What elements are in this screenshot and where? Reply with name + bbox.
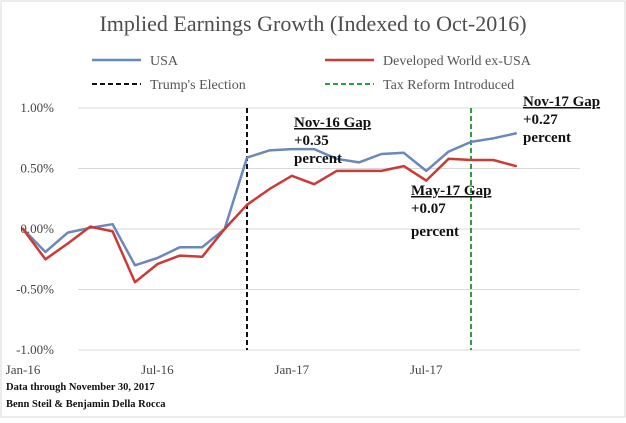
annotation-may-17-heading: May-17 Gap [411, 183, 491, 199]
gridlines [78, 107, 580, 351]
series-line-developed-world [21, 157, 518, 284]
x-axis-ticks: Jan-16 Jul-16 Jan-17 Jul-17 [6, 362, 443, 377]
x-tick-label: Jan-16 [6, 362, 41, 377]
annotation-nov-17-unit: percent [523, 130, 571, 146]
y-axis-ticks: -1.00% -0.50% 0.00% 0.50% 1.00% [16, 100, 54, 357]
source-line-authors: Benn Steil & Benjamin Della Rocca [6, 399, 166, 410]
series-line-usa [21, 132, 518, 267]
source-line-date: Data through November 30, 2017 [6, 382, 155, 393]
legend-label-developed-world: Developed World ex-USA [383, 54, 532, 69]
y-tick-label: -1.00% [16, 342, 54, 357]
annotation-nov-16-heading: Nov-16 Gap [294, 115, 371, 131]
legend-label-usa: USA [150, 54, 179, 69]
y-tick-label: 0.50% [20, 161, 54, 176]
x-tick-label: Jan-17 [274, 362, 309, 377]
annotation-nov-17-heading: Nov-17 Gap [523, 94, 600, 110]
legend-item-usa: USA [92, 54, 179, 69]
y-tick-label: -0.50% [16, 282, 54, 297]
x-tick-label: Jul-17 [410, 362, 443, 377]
annotation-nov-17: Nov-17 Gap +0.27 percent [523, 94, 600, 146]
chart-title: Implied Earnings Growth (Indexed to Oct-… [99, 11, 526, 36]
legend-item-trumps-election: Trump's Election [92, 78, 246, 93]
annotation-may-17-unit: percent [411, 224, 459, 240]
legend-item-tax-reform: Tax Reform Introduced [325, 78, 514, 93]
annotation-nov-17-value: +0.27 [523, 112, 558, 128]
event-lines [246, 108, 472, 350]
y-tick-label: 1.00% [20, 100, 54, 115]
legend-label-tax-reform: Tax Reform Introduced [383, 78, 514, 93]
x-tick-label: Jul-16 [141, 362, 174, 377]
y-tick-label: 0.00% [20, 221, 54, 236]
annotation-nov-16-value: +0.35 [294, 133, 329, 149]
annotation-may-17: May-17 Gap +0.07 percent [411, 183, 491, 240]
series-lines [21, 132, 518, 284]
annotation-may-17-value: +0.07 [411, 201, 446, 217]
source-note: Data through November 30, 2017 Benn Stei… [6, 382, 166, 410]
legend-item-developed-world: Developed World ex-USA [325, 54, 532, 69]
annotation-nov-16: Nov-16 Gap +0.35 percent [294, 115, 371, 167]
annotation-nov-16-unit: percent [294, 151, 342, 167]
legend-label-trumps-election: Trump's Election [150, 78, 246, 93]
legend: USA Developed World ex-USA Trump's Elect… [92, 54, 532, 93]
